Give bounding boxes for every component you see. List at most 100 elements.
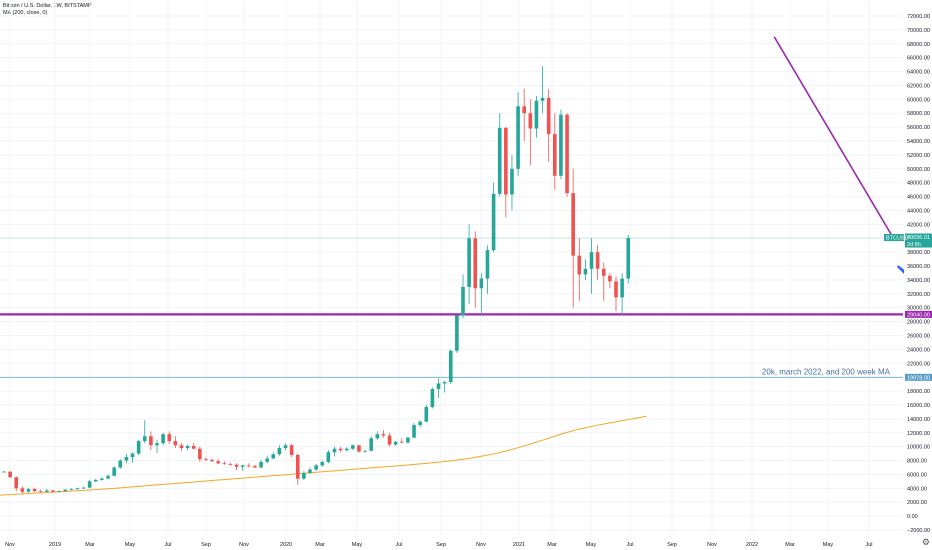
- y-tick-label: 34000.00: [907, 278, 930, 284]
- candle-body: [497, 127, 502, 194]
- candle: [302, 470, 306, 480]
- y-tick-label: 28000.00: [907, 320, 930, 326]
- candle-body: [516, 106, 520, 169]
- candle-body: [614, 281, 618, 298]
- candle-body: [38, 491, 43, 492]
- candle-body: [626, 238, 631, 279]
- candle: [571, 168, 575, 308]
- annotation-text: 20k, march 2022, and 200 week MA: [762, 367, 891, 376]
- ma-200-series: [0, 415, 647, 496]
- candle: [198, 446, 202, 462]
- candle-body: [63, 489, 67, 492]
- candle-body: [14, 477, 19, 489]
- y-tick-label: 24000.00: [907, 347, 930, 353]
- candle-body: [448, 350, 453, 383]
- price-axis-bg: [904, 0, 932, 550]
- target-tag-text: 19978.00: [907, 375, 930, 381]
- candle-body: [100, 478, 104, 480]
- x-tick-label: May: [352, 542, 363, 548]
- candle: [589, 238, 594, 294]
- y-tick-label: 72000.00: [907, 14, 930, 20]
- candle-body: [106, 475, 110, 479]
- candle: [51, 489, 55, 493]
- candle-body: [136, 441, 141, 454]
- candle-body: [510, 168, 514, 195]
- candle-body: [57, 491, 61, 492]
- x-tick-label: 2022: [746, 542, 758, 548]
- candle: [436, 378, 441, 399]
- candle: [210, 458, 214, 462]
- ma-legend: MA (200, close, 0): [3, 10, 48, 16]
- y-tick-label: 22000.00: [907, 361, 930, 367]
- y-tick-label: 16000.00: [907, 403, 930, 409]
- candle: [142, 420, 147, 444]
- candle: [87, 479, 92, 489]
- settings-gear-icon[interactable]: ⚙: [921, 537, 930, 547]
- candle: [283, 443, 288, 451]
- candle: [467, 224, 471, 305]
- candle-body: [185, 445, 190, 449]
- candle: [179, 443, 184, 451]
- candle-body: [26, 489, 31, 492]
- candle: [161, 432, 165, 446]
- y-tick-label: 0.00: [907, 514, 918, 520]
- candle-body: [87, 481, 92, 488]
- countdown-tag: 2d 8h: [905, 240, 932, 248]
- candle-body: [155, 443, 159, 446]
- candle: [412, 423, 416, 439]
- candle-body: [173, 441, 178, 446]
- candle-body: [436, 383, 441, 389]
- candle-body: [461, 286, 465, 316]
- candle: [553, 113, 557, 190]
- symbol-tag: BTCUSD: [884, 234, 909, 242]
- candle-body: [247, 465, 251, 467]
- candle: [253, 464, 257, 469]
- candle: [185, 444, 190, 451]
- candle-body: [210, 459, 214, 462]
- candle-body: [20, 488, 25, 492]
- trendline: [773, 36, 893, 236]
- candle-body: [455, 315, 459, 351]
- x-tick-label: May: [586, 542, 597, 548]
- candle: [26, 487, 31, 493]
- candle-body: [369, 438, 373, 451]
- candle-body: [412, 425, 416, 438]
- candle-body: [522, 106, 526, 114]
- candle: [94, 478, 98, 483]
- candle: [485, 245, 490, 294]
- target-tag: 19978.00: [905, 373, 932, 381]
- candle-body: [387, 435, 392, 445]
- candle: [112, 466, 116, 477]
- candle-body: [75, 488, 80, 490]
- symbol-tag-text: BTCUSD: [886, 236, 909, 242]
- candle: [106, 474, 110, 480]
- candle-body: [308, 469, 312, 474]
- x-tick-label: Nov: [707, 542, 717, 548]
- y-tick-label: 30000.00: [907, 306, 930, 312]
- candle: [381, 429, 386, 438]
- y-tick-label: 52000.00: [907, 153, 930, 159]
- candle: [601, 262, 606, 301]
- candle-body: [344, 448, 349, 451]
- candle-body: [271, 454, 276, 459]
- candle: [442, 380, 447, 393]
- candle-body: [130, 453, 135, 458]
- support-tag-text: 29040.00: [907, 312, 930, 318]
- candle-body: [289, 445, 294, 455]
- candle: [234, 463, 239, 471]
- candle: [424, 404, 429, 423]
- candle: [448, 349, 453, 385]
- candle-body: [479, 278, 484, 289]
- candle: [516, 92, 520, 176]
- candle-body: [191, 445, 196, 449]
- candle-body: [283, 445, 288, 449]
- candle-body: [565, 114, 569, 194]
- candle-body: [540, 97, 545, 101]
- candle-body: [240, 465, 245, 467]
- candle-body: [418, 421, 422, 426]
- y-tick-label: 32000.00: [907, 292, 930, 298]
- candle-body: [589, 252, 594, 269]
- candle-body: [528, 113, 533, 129]
- candle-body: [161, 434, 165, 444]
